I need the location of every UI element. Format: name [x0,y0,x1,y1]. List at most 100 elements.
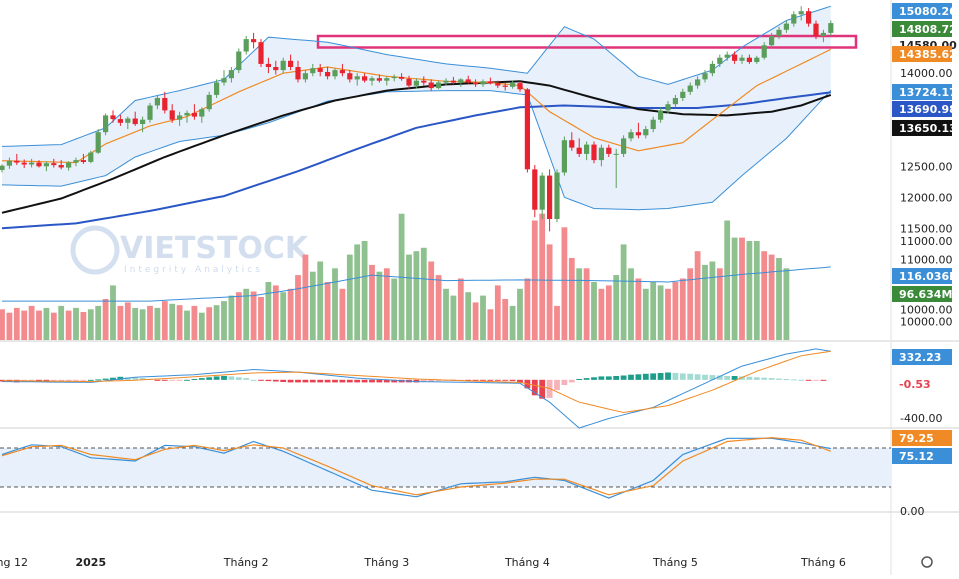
candle-body [806,11,812,24]
volume-bar [576,268,583,340]
price-axis-tick: 14000.00 [900,67,953,80]
candle-body [88,152,94,162]
macd-histogram-bar [790,379,797,381]
macd-histogram-bar [272,379,279,382]
volume-bar [487,309,494,340]
macd-histogram-bar [213,376,220,380]
volume-bar [213,305,220,340]
volume-bar [317,261,324,340]
candle-body [606,147,612,154]
macd-histogram-bar [391,379,398,383]
macd-histogram-bar [206,377,213,380]
macd-histogram-bar [295,379,301,383]
candle-body [547,175,553,219]
label-sma-mid: 13650.13 [899,122,957,135]
candle-body [36,162,42,167]
candle-body [325,72,331,77]
volume-bar [583,268,590,340]
volume-bar [428,261,435,340]
candle-body [214,82,220,95]
macd-histogram-bar [531,379,538,396]
macd-histogram-bar [813,379,819,381]
volume-bar [13,307,20,340]
label-bb-lower: 13724.17 [899,86,957,99]
settings-gear-icon[interactable] [921,556,933,568]
volume-bar [443,288,449,340]
candle-body [635,132,641,136]
candle-body [672,98,678,105]
volume-bar [73,307,79,340]
volume-bar [43,307,50,340]
volume-bar [361,241,368,340]
candle-body [443,80,449,83]
candle-body [628,132,634,139]
volume-bar [243,288,250,340]
macd-histogram-bar [228,376,235,380]
candle-body [724,54,730,58]
label-bb-lower-bg [892,84,952,100]
candle-body [125,118,131,123]
macd-histogram-bar [87,379,94,381]
volume-bar [102,299,109,340]
candle-body [502,85,508,87]
macd-histogram-bar [324,379,331,383]
macd-histogram-bar [650,373,657,380]
candle-body [162,98,168,111]
volume-bar [679,278,686,340]
label-macd-hist: -0.53 [899,378,931,391]
volume-bar [731,237,738,340]
candle-body [569,140,575,148]
volume-bar [561,227,568,340]
macd-histogram-bar [805,379,812,381]
volume-bar [295,275,301,340]
label-close-price-bg [892,21,952,37]
volume-bar [376,271,383,340]
price-axis-tick: 12500.00 [900,160,953,173]
candle-body [354,76,360,80]
macd-histogram-bar [309,379,316,383]
macd-histogram-bar [139,378,146,380]
volume-ma-line [2,266,831,302]
candle-body [650,119,656,129]
macd-histogram-bar [694,374,701,380]
macd-histogram-bar [605,376,612,380]
time-axis-label: Tháng 5 [652,556,698,569]
candle-body [302,73,308,80]
label-stoch-d: 75.12 [899,450,934,463]
volume-bar [768,254,775,340]
macd-histogram-bar [591,377,597,380]
candle-body [436,82,442,89]
macd-histogram-bar [494,379,501,381]
stochastic-axis-tick: 0.00 [900,505,925,518]
macd-signal-line [1,350,831,414]
candle-body [613,153,619,155]
macd-histogram-bar [302,379,309,383]
volume-bar [694,251,701,340]
candle-body [687,85,693,92]
volume-bar [539,213,546,340]
candle-body [473,82,479,85]
macd-histogram-bar [287,379,294,383]
candle-body [680,91,686,98]
volume-bar [80,312,87,340]
candle-body [828,23,834,33]
volume-bar [250,291,257,340]
candle-body [524,89,530,170]
candle-body [428,82,434,89]
candle-body [761,45,767,58]
macd-histogram-bar [768,378,775,380]
candle-body [783,23,789,30]
macd-histogram-bar [354,379,361,383]
volume-bar [6,312,13,340]
watermark-tagline: Integrity Analytics [124,265,263,275]
candle-body [376,78,382,81]
macd-histogram-bar [102,378,109,380]
volume-bar [258,297,264,340]
volume-bar [58,305,65,340]
label-sma-long: 13690.98 [899,103,957,116]
candle-body [732,54,738,61]
candle-body [317,68,323,72]
candle-body [295,67,301,80]
macd-histogram-bar [376,379,383,383]
